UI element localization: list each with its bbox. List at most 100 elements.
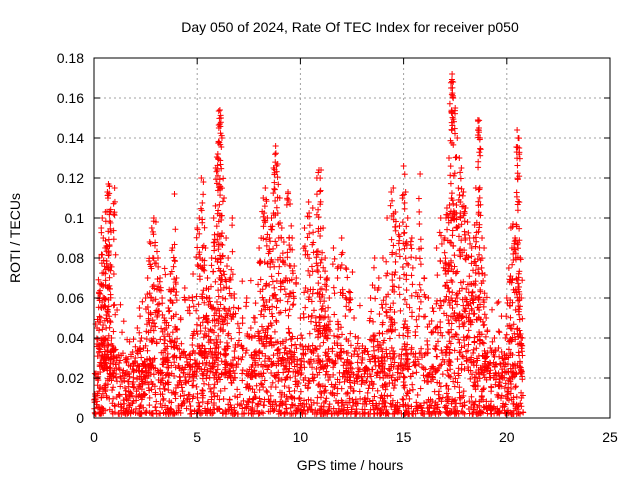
data-point	[210, 304, 217, 311]
x-tick-label: 25	[602, 429, 618, 445]
data-point	[269, 278, 276, 285]
data-point	[352, 396, 359, 403]
data-point	[167, 410, 174, 417]
data-point	[402, 401, 409, 408]
data-point	[470, 406, 477, 413]
data-point	[478, 392, 485, 399]
data-point	[116, 393, 123, 400]
data-point	[99, 251, 106, 258]
data-point	[150, 231, 157, 238]
data-point	[428, 329, 435, 336]
data-point	[145, 257, 152, 264]
data-point	[346, 288, 353, 295]
data-point	[118, 410, 125, 417]
data-point	[399, 396, 406, 403]
data-point	[476, 251, 483, 258]
data-point	[407, 373, 414, 380]
data-point	[401, 205, 408, 212]
data-point	[492, 406, 499, 413]
data-point	[148, 225, 155, 231]
data-point	[400, 163, 407, 169]
data-point	[216, 176, 223, 183]
data-point	[347, 289, 354, 296]
data-point	[117, 301, 124, 308]
data-point	[469, 288, 476, 295]
data-point	[241, 404, 248, 411]
data-point	[174, 345, 181, 352]
data-point	[99, 299, 106, 306]
data-point	[329, 261, 336, 268]
data-point	[249, 404, 256, 411]
data-point	[478, 396, 485, 403]
data-point	[469, 399, 476, 406]
data-point	[168, 399, 175, 406]
data-point	[163, 371, 170, 378]
data-point	[311, 326, 318, 333]
data-point	[288, 394, 295, 401]
data-point	[216, 121, 223, 128]
data-point	[305, 313, 312, 320]
data-point	[417, 171, 424, 177]
data-point	[220, 268, 227, 275]
data-point	[458, 352, 465, 359]
data-point	[361, 406, 368, 413]
data-point	[256, 395, 263, 402]
y-tick-label: 0.16	[57, 90, 84, 106]
data-point	[234, 320, 241, 327]
data-point	[258, 323, 265, 330]
data-point	[476, 410, 483, 417]
data-point	[138, 335, 145, 341]
data-point	[159, 300, 166, 307]
data-point	[133, 397, 140, 404]
data-point	[107, 267, 114, 274]
data-point	[424, 341, 431, 348]
data-point	[330, 371, 337, 378]
data-point	[261, 358, 268, 365]
data-point	[239, 370, 246, 377]
data-point	[287, 201, 294, 207]
data-point	[252, 300, 259, 307]
data-point	[465, 405, 472, 412]
data-point	[121, 377, 128, 384]
data-point	[472, 398, 479, 405]
data-point	[194, 390, 201, 397]
data-point	[335, 334, 342, 341]
data-point	[364, 348, 371, 355]
data-point	[519, 376, 526, 383]
data-point	[197, 410, 204, 417]
data-point	[384, 393, 391, 400]
data-point	[164, 354, 171, 361]
data-point	[110, 373, 117, 380]
data-point	[455, 336, 462, 343]
data-point	[389, 197, 396, 204]
data-point	[161, 265, 168, 272]
data-point	[199, 387, 206, 394]
data-point	[117, 373, 124, 380]
data-point	[499, 404, 506, 411]
data-point	[201, 330, 208, 337]
data-point	[456, 339, 463, 346]
data-point	[383, 258, 390, 265]
data-point	[159, 295, 166, 301]
chart-title: Day 050 of 2024, Rate Of TEC Index for r…	[181, 19, 519, 35]
data-point	[330, 405, 337, 412]
data-point	[130, 379, 137, 385]
data-point	[235, 355, 242, 362]
data-point	[110, 227, 117, 234]
data-point	[290, 301, 297, 308]
data-point	[144, 356, 151, 363]
data-point	[161, 340, 168, 347]
data-point	[513, 370, 520, 377]
data-point	[215, 256, 222, 263]
data-point	[518, 403, 525, 410]
data-point	[175, 362, 182, 369]
data-point	[210, 384, 217, 391]
data-point	[209, 360, 216, 367]
data-point	[349, 402, 356, 409]
data-point	[283, 336, 290, 343]
data-point	[446, 202, 453, 209]
data-point	[210, 400, 217, 407]
data-point	[451, 347, 458, 354]
data-point	[157, 400, 164, 407]
data-point	[193, 383, 200, 390]
